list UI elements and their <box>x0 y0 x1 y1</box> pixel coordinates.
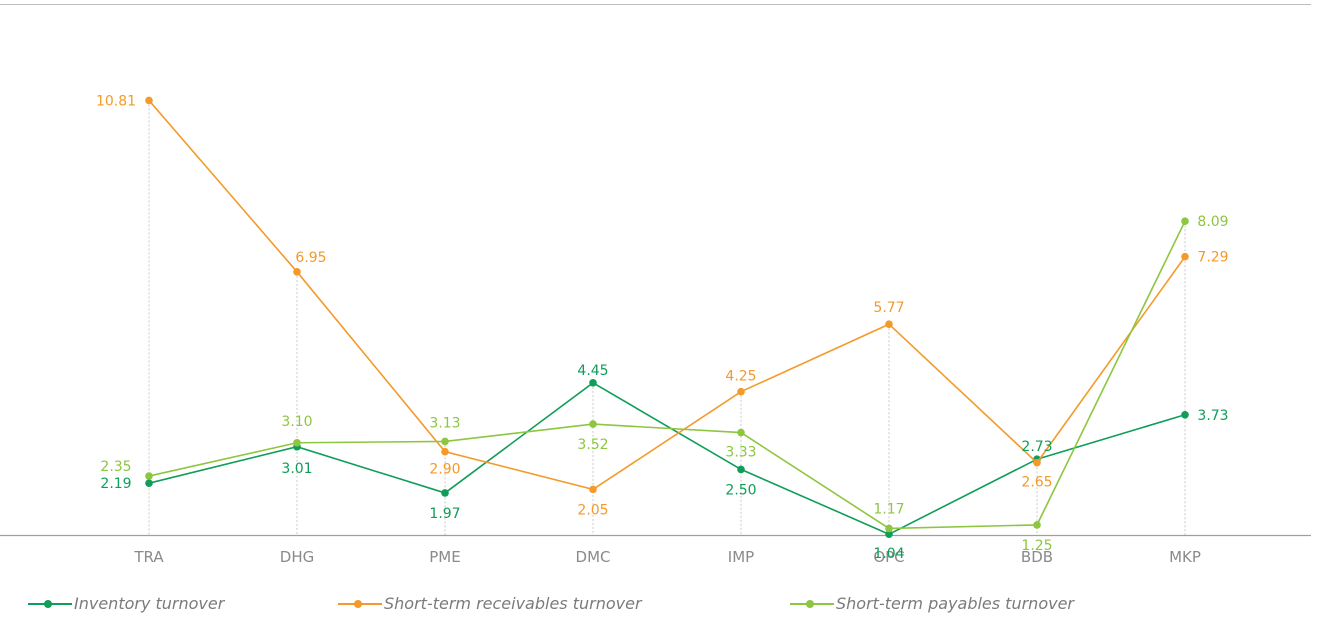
point-receivables-pme[interactable] <box>441 447 449 456</box>
data-label-payables-opc: 1.17 <box>873 501 904 517</box>
legend-label-inventory: Inventory turnover <box>74 594 225 613</box>
data-label-receivables-mkp: 7.29 <box>1197 250 1228 266</box>
legend-item-inventory[interactable]: Inventory turnover <box>28 594 224 613</box>
point-payables-tra[interactable] <box>145 472 153 480</box>
data-label-payables-dhg: 3.10 <box>281 414 312 430</box>
series-line-receivables <box>148 99 1186 491</box>
point-payables-imp[interactable] <box>737 428 745 437</box>
point-payables-opc[interactable] <box>885 524 893 533</box>
x-tick-label-bdb: BDB <box>1021 548 1053 566</box>
x-tick-label-dmc: DMC <box>576 548 611 566</box>
data-label-inventory-imp: 2.50 <box>725 482 756 498</box>
x-axis-ticks: TRA DHG PME DMC IMP OPC BDB MKP <box>133 548 1201 566</box>
legend-label-receivables: Short-term receivables turnover <box>384 594 642 613</box>
point-inventory-tra[interactable] <box>145 479 153 487</box>
data-label-inventory-pme: 1.97 <box>429 506 460 522</box>
point-receivables-bdb[interactable] <box>1033 458 1041 467</box>
point-inventory-mkp[interactable] <box>1181 410 1189 419</box>
x-tick-label-mkp: MKP <box>1169 548 1201 566</box>
series-line-payables <box>148 220 1186 530</box>
data-label-payables-imp: 3.33 <box>725 445 756 461</box>
point-payables-dhg[interactable] <box>293 438 301 447</box>
data-labels: 2.19 3.01 1.97 4.45 2.50 1.04 2.73 3.73 10.81 6.9… <box>96 93 1229 562</box>
legend-dot-payables <box>806 599 814 608</box>
data-label-payables-tra: 2.35 <box>100 459 131 475</box>
point-payables-pme[interactable] <box>441 437 449 446</box>
data-label-inventory-bdb: 2.73 <box>1021 439 1052 455</box>
data-label-receivables-bdb: 2.65 <box>1021 475 1052 491</box>
legend-dot-inventory <box>44 599 52 608</box>
line-chart: TRA DHG PME DMC IMP OPC BDB MKP 2.19 3.01 1.97 4.4… <box>0 4 1311 566</box>
point-inventory-dmc[interactable] <box>589 379 597 387</box>
point-receivables-opc[interactable] <box>885 320 893 329</box>
drop-lines <box>148 100 1186 535</box>
legend: Inventory turnover Short-term receivable… <box>0 594 1326 618</box>
point-payables-mkp[interactable] <box>1181 217 1189 226</box>
data-label-receivables-pme: 2.90 <box>429 462 460 478</box>
point-inventory-pme[interactable] <box>441 489 449 497</box>
data-label-receivables-opc: 5.77 <box>873 300 904 316</box>
point-receivables-mkp[interactable] <box>1181 252 1189 261</box>
point-payables-dmc[interactable] <box>589 420 597 428</box>
data-label-payables-pme: 3.13 <box>429 415 460 431</box>
data-label-receivables-dhg: 6.95 <box>295 250 326 266</box>
point-receivables-dhg[interactable] <box>293 268 301 276</box>
x-tick-label-tra: TRA <box>133 548 164 566</box>
x-tick-label-pme: PME <box>429 548 460 566</box>
series-layer <box>145 96 1189 539</box>
point-receivables-tra[interactable] <box>145 96 153 105</box>
data-label-payables-bdb: 1.25 <box>1021 538 1052 554</box>
data-label-receivables-imp: 4.25 <box>725 369 756 385</box>
point-inventory-imp[interactable] <box>737 465 745 474</box>
legend-dot-receivables <box>354 599 362 608</box>
legend-item-receivables[interactable]: Short-term receivables turnover <box>338 594 642 613</box>
legend-label-payables: Short-term payables turnover <box>836 594 1074 613</box>
data-label-payables-dmc: 3.52 <box>577 437 608 453</box>
data-label-receivables-tra: 10.81 <box>96 93 136 109</box>
x-tick-label-dhg: DHG <box>280 548 314 566</box>
data-label-inventory-dhg: 3.01 <box>281 461 312 477</box>
x-tick-label-imp: IMP <box>728 548 754 566</box>
legend-swatch-payables <box>790 597 834 611</box>
point-inventory-opc[interactable] <box>885 530 893 539</box>
series-line-inventory <box>148 381 1186 536</box>
legend-swatch-receivables <box>338 597 382 611</box>
point-payables-bdb[interactable] <box>1033 521 1041 529</box>
point-receivables-imp[interactable] <box>737 387 745 396</box>
data-label-inventory-mkp: 3.73 <box>1197 408 1228 424</box>
data-label-receivables-dmc: 2.05 <box>577 502 608 518</box>
data-label-payables-mkp: 8.09 <box>1197 214 1228 230</box>
point-receivables-dmc[interactable] <box>589 485 597 494</box>
data-label-inventory-tra: 2.19 <box>100 476 131 492</box>
x-tick-label-opc: OPC <box>873 548 904 566</box>
legend-item-payables[interactable]: Short-term payables turnover <box>790 594 1074 613</box>
legend-swatch-inventory <box>28 597 72 611</box>
data-label-inventory-opc: 1.04 <box>873 546 904 562</box>
data-label-inventory-dmc: 4.45 <box>577 363 608 379</box>
